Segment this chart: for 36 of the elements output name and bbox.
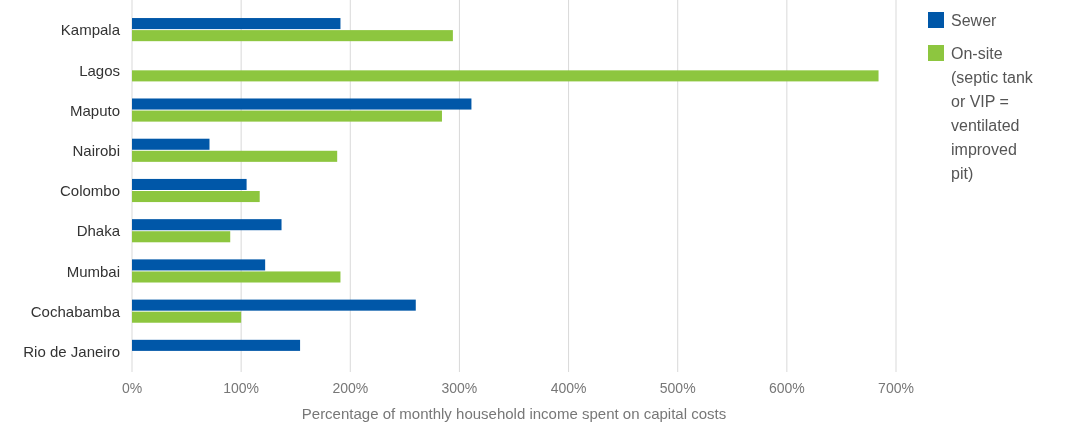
x-tick-label: 500% — [659, 380, 696, 396]
x-tick-label: 200% — [332, 380, 369, 396]
bar — [132, 259, 266, 271]
x-tick-label: 300% — [441, 380, 478, 396]
y-tick-label: Cochabamba — [30, 302, 121, 320]
y-tick-label: Nairobi — [72, 142, 120, 160]
y-tick-label: Maputo — [69, 101, 120, 119]
bar — [132, 178, 247, 190]
x-tick-label: 600% — [768, 380, 805, 396]
bar — [132, 231, 231, 243]
bar — [132, 339, 301, 351]
y-tick-label: Colombo — [59, 182, 120, 200]
bar — [132, 299, 416, 311]
bar — [132, 311, 242, 323]
bar — [132, 138, 210, 150]
bar — [132, 30, 453, 42]
y-tick-label: Mumbai — [66, 262, 120, 280]
y-tick-label: Dhaka — [76, 222, 121, 240]
x-tick-label: 100% — [223, 380, 260, 396]
y-tick-label: Kampala — [60, 21, 121, 39]
bar — [132, 271, 341, 283]
x-tick-label: 400% — [550, 380, 587, 396]
y-tick-label: Rio de Janeiro — [23, 343, 120, 361]
bar — [132, 18, 341, 30]
legend-label: On-site (septic tank or VIP = ventilated improved pit) — [951, 45, 1034, 182]
bar — [132, 110, 442, 122]
x-tick-label: 700% — [878, 380, 914, 396]
bar — [132, 191, 260, 203]
bar — [132, 150, 338, 162]
bar — [132, 98, 472, 110]
legend-label: Sewer — [951, 12, 998, 29]
bar — [132, 70, 879, 82]
bar — [132, 219, 282, 231]
y-tick-label: Lagos — [79, 61, 120, 79]
x-axis-title: Percentage of monthly household income spent on capital costs — [301, 405, 727, 422]
x-tick-label: 0% — [121, 380, 143, 396]
